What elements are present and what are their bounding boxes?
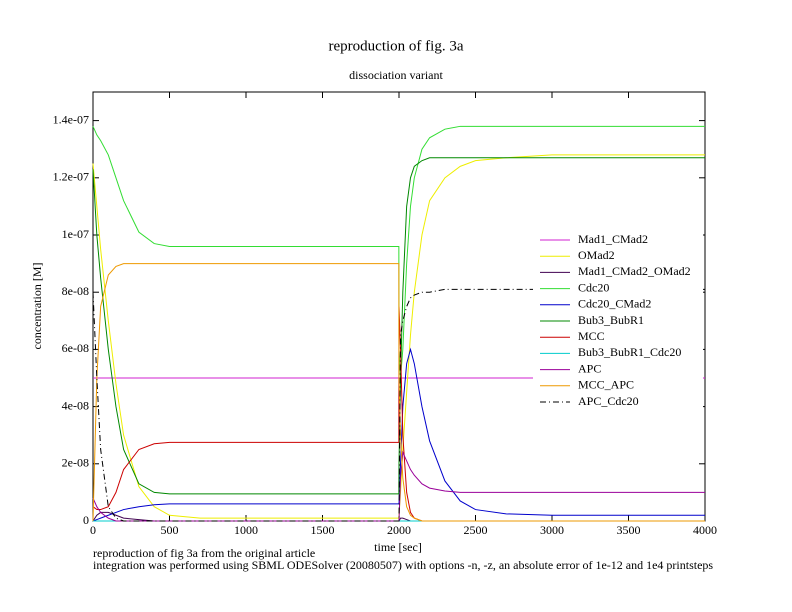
legend-label: MCC_APC bbox=[578, 378, 634, 392]
legend-label: Cdc20 bbox=[578, 280, 609, 294]
y-tick-label: 1e-07 bbox=[62, 227, 89, 241]
series-line bbox=[92, 288, 705, 522]
x-tick-label: 3500 bbox=[617, 523, 641, 537]
chart-title: reproduction of fig. 3a bbox=[329, 38, 464, 54]
legend-label: Cdc20_CMad2 bbox=[578, 297, 651, 311]
y-tick-label: 0 bbox=[83, 513, 89, 527]
y-tick-label: 2e-08 bbox=[62, 456, 89, 470]
legend-label: Mad1_CMad2 bbox=[578, 232, 648, 246]
x-tick-label: 2500 bbox=[464, 523, 488, 537]
y-tick-label: 8e-08 bbox=[62, 284, 89, 298]
y-tick-label: 1.2e-07 bbox=[53, 170, 89, 184]
x-tick-label: 1500 bbox=[311, 523, 335, 537]
legend-label: Mad1_CMad2_OMad2 bbox=[578, 264, 691, 278]
series-line bbox=[92, 125, 705, 379]
legend-label: OMad2 bbox=[578, 248, 615, 262]
note: integration was performed using SBML ODE… bbox=[93, 558, 713, 572]
legend-label: Bub3_BubR1_Cdc20 bbox=[578, 345, 681, 359]
legend-label: Bub3_BubR1 bbox=[578, 313, 644, 327]
series-line bbox=[92, 450, 705, 522]
x-tick-label: 0 bbox=[90, 523, 96, 537]
x-tick-label: 1000 bbox=[234, 523, 258, 537]
x-tick-label: 4000 bbox=[693, 523, 717, 537]
legend-label: MCC bbox=[578, 329, 605, 343]
x-tick-label: 2000 bbox=[387, 523, 411, 537]
y-tick-label: 1.4e-07 bbox=[53, 112, 89, 126]
x-tick-label: 500 bbox=[161, 523, 179, 537]
chart-subtitle: dissociation variant bbox=[349, 68, 443, 82]
x-tick-label: 3000 bbox=[540, 523, 564, 537]
legend-label: APC bbox=[578, 361, 601, 375]
legend-label: APC_Cdc20 bbox=[578, 394, 639, 408]
y-tick-label: 4e-08 bbox=[62, 398, 89, 412]
y-tick-label: 6e-08 bbox=[62, 341, 89, 355]
note: reproduction of fig 3a from the original… bbox=[93, 546, 315, 560]
x-axis-label: time [sec] bbox=[374, 540, 422, 554]
y-axis-label: concentration [M] bbox=[30, 263, 44, 350]
